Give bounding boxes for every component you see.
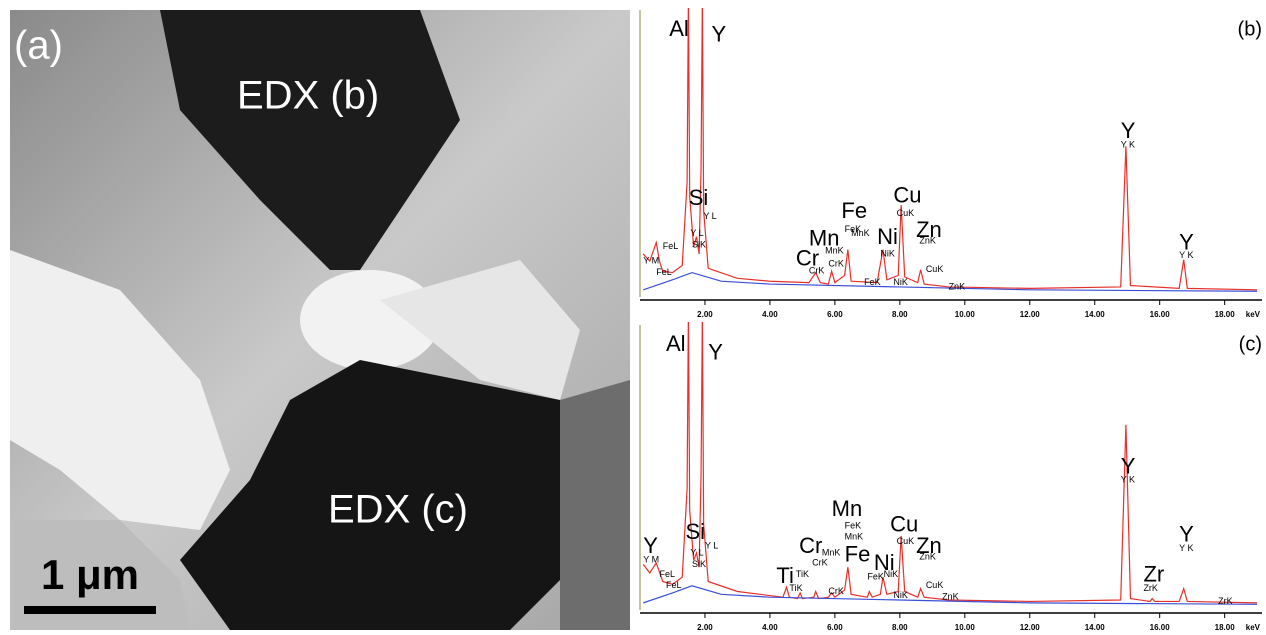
line-label: CrK — [809, 266, 825, 276]
line-label: FeL — [656, 267, 672, 277]
line-label: NiK — [893, 277, 908, 287]
x-tick-label: 6.00 — [827, 310, 843, 319]
line-label: FeL — [659, 569, 675, 579]
line-label: ZnK — [919, 235, 936, 245]
x-tick-label: 4.00 — [762, 310, 778, 319]
figure: (a) EDX (b) EDX (c) 1 μm 2.00 4.00 6.00 8.0… — [0, 0, 1266, 635]
line-label: MnK — [822, 547, 841, 557]
x-tick-label: 8.00 — [892, 310, 908, 319]
element-label: Cu — [890, 512, 918, 537]
x-tick-label: 18.00 — [1215, 623, 1236, 632]
x-tick-label: 12.00 — [1020, 310, 1041, 319]
element-label: Al — [669, 16, 689, 41]
x-tick-label: 8.00 — [892, 623, 908, 632]
line-label: NiK — [880, 248, 895, 258]
line-label: FeL — [663, 241, 679, 251]
x-axis-label: keV — [1246, 623, 1261, 632]
element-label: Fe — [845, 542, 871, 567]
line-label: MnK — [845, 532, 864, 542]
line-label: FeK — [867, 572, 884, 582]
line-label: SiK — [692, 240, 706, 250]
region-label: EDX (b) — [237, 74, 379, 118]
line-label: Y L — [690, 228, 703, 238]
x-tick-label: 10.00 — [955, 623, 976, 632]
x-tick-label: 16.00 — [1150, 310, 1171, 319]
line-label: ZrK — [1218, 596, 1233, 606]
spectrum-panel: 2.00 4.00 6.00 8.00 10.00 12.00 14.00 16.00 18.0… — [638, 311, 1266, 632]
line-label: CuK — [897, 536, 915, 546]
panel-label: (b) — [1238, 18, 1262, 40]
line-label: Y M — [643, 256, 659, 266]
x-axis-label: keV — [1246, 310, 1261, 319]
line-label: ZnK — [919, 552, 936, 562]
panel-label: (c) — [1239, 333, 1262, 355]
line-label: Y L — [703, 211, 716, 221]
scale-bar — [24, 606, 156, 614]
x-tick-label: 12.00 — [1020, 623, 1041, 632]
line-label: ZnK — [949, 281, 966, 291]
x-tick-label: 2.00 — [697, 310, 713, 319]
line-label: NiK — [884, 569, 899, 579]
line-label: ZrK — [1143, 583, 1158, 593]
x-tick-label: 16.00 — [1150, 623, 1171, 632]
line-label: CrK — [812, 557, 828, 567]
element-label: Y — [711, 22, 726, 47]
line-label: FeK — [845, 520, 862, 530]
line-label: NiK — [893, 590, 908, 600]
page: (a) EDX (b) EDX (c) 1 μm 2.00 4.00 6.00 8.0… — [0, 0, 1266, 635]
line-label: Y K — [1179, 250, 1193, 260]
element-label: Al — [666, 331, 686, 356]
element-label: Cu — [893, 182, 921, 207]
x-tick-label: 6.00 — [827, 623, 843, 632]
line-label: CuK — [897, 208, 915, 218]
scale-bar-label: 1 μm — [41, 551, 139, 598]
region-label: EDX (c) — [328, 488, 468, 532]
element-label: Cr — [799, 533, 822, 558]
element-label: Ni — [877, 224, 898, 249]
line-label: Y L — [690, 547, 703, 557]
x-tick-label: 10.00 — [955, 310, 976, 319]
spectrum-panel: 2.00 4.00 6.00 8.00 10.00 12.00 14.00 16.00 18.0… — [638, 0, 1266, 319]
line-label: MnK — [825, 245, 844, 255]
x-tick-label: 4.00 — [762, 623, 778, 632]
panel-label: (a) — [14, 24, 63, 68]
tem-image: (a) EDX (b) EDX (c) 1 μm — [10, 10, 630, 630]
x-tick-label: 18.00 — [1215, 310, 1236, 319]
x-tick-label: 14.00 — [1085, 623, 1106, 632]
plot-background — [638, 323, 1266, 632]
line-label: TiK — [796, 569, 809, 579]
element-label: Si — [685, 519, 705, 544]
element-label: Mn — [832, 496, 863, 521]
element-label: Fe — [841, 198, 867, 223]
x-tick-label: 14.00 — [1085, 310, 1106, 319]
line-label: FeL — [666, 580, 682, 590]
line-label: MnK — [851, 228, 870, 238]
line-label: Y K — [1121, 475, 1135, 485]
line-label: CuK — [926, 580, 944, 590]
line-label: ZnK — [942, 592, 959, 602]
line-label: Y M — [643, 555, 659, 565]
line-label: Y K — [1179, 543, 1193, 553]
line-label: Y K — [1121, 139, 1135, 149]
line-label: CuK — [926, 264, 944, 274]
line-label: CrK — [828, 258, 844, 268]
element-label: Y — [708, 339, 723, 364]
line-label: CrK — [828, 586, 844, 596]
line-label: SiK — [692, 559, 706, 569]
element-label: Si — [689, 185, 709, 210]
plot-background — [638, 8, 1266, 319]
x-tick-label: 2.00 — [697, 623, 713, 632]
line-label: TiK — [789, 583, 802, 593]
line-label: Y L — [705, 540, 718, 550]
line-label: FeK — [864, 277, 881, 287]
